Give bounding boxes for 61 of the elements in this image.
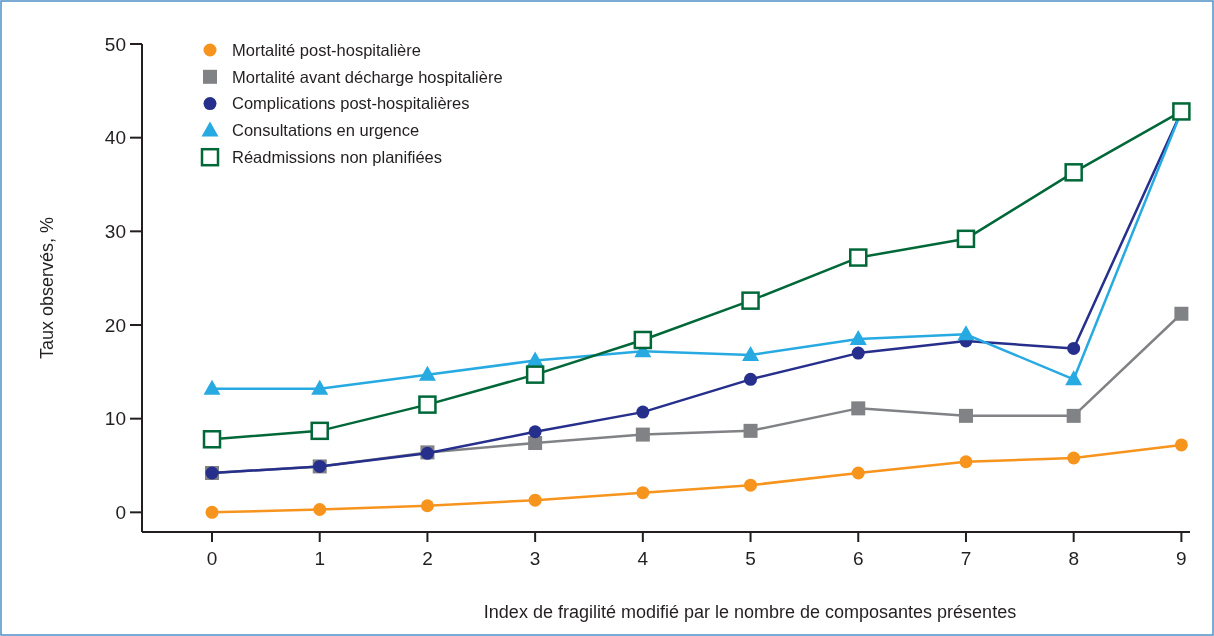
point — [851, 401, 866, 416]
legend-label: Réadmissions non planifiées — [232, 147, 443, 166]
point — [420, 499, 434, 513]
point — [528, 425, 542, 439]
point — [1174, 438, 1188, 452]
point — [311, 379, 329, 395]
point — [633, 330, 653, 350]
point — [851, 346, 865, 360]
point — [525, 365, 545, 384]
point — [849, 248, 868, 267]
point — [313, 503, 327, 517]
point — [1065, 370, 1083, 386]
point — [636, 405, 650, 419]
x-tick-label: 5 — [745, 548, 756, 569]
legend-label: Mortalité post-hospitalière — [232, 40, 421, 59]
point — [958, 408, 973, 423]
x-tick-label: 8 — [1068, 548, 1079, 569]
point — [744, 478, 758, 492]
legend-label: Mortalité avant décharge hospitalière — [232, 67, 503, 86]
point — [528, 493, 542, 507]
point — [202, 430, 222, 449]
point — [1067, 451, 1081, 465]
point — [418, 395, 437, 414]
point — [418, 365, 436, 381]
point — [310, 421, 329, 441]
point — [849, 330, 867, 346]
point — [959, 455, 973, 469]
x-tick-label: 1 — [314, 548, 326, 569]
point — [956, 229, 976, 249]
x-tick-label: 4 — [637, 548, 649, 569]
point — [957, 325, 975, 341]
point — [203, 379, 221, 395]
x-tick-label: 6 — [852, 548, 864, 569]
point — [1174, 306, 1189, 321]
x-tick-label: 3 — [529, 548, 541, 569]
x-axis-title: Index de fragilité modifié par le nombre de composantes présentes — [483, 602, 1017, 622]
x-tick-label: 2 — [422, 548, 433, 569]
point — [744, 372, 758, 386]
point — [1064, 163, 1083, 182]
point — [851, 466, 865, 480]
y-tick-label: 0 — [115, 501, 126, 523]
point — [1066, 408, 1081, 423]
y-tick-label: 30 — [104, 220, 126, 242]
x-tick-label: 9 — [1176, 548, 1187, 569]
point — [742, 345, 760, 361]
y-tick-label: 40 — [104, 127, 126, 149]
x-tick-label: 0 — [206, 548, 218, 569]
legend-label: Complications post-hospitalières — [232, 94, 470, 113]
x-tick-label: 7 — [960, 548, 972, 569]
y-tick-label: 20 — [104, 314, 126, 336]
point — [636, 486, 650, 500]
point — [528, 436, 543, 451]
point — [743, 423, 758, 438]
legend-label: Consultations en urgence — [232, 121, 420, 140]
point — [741, 291, 760, 310]
y-tick-label: 50 — [104, 33, 126, 55]
y-tick-label: 10 — [104, 408, 126, 430]
point — [1067, 341, 1081, 355]
point — [205, 505, 219, 519]
point — [635, 427, 650, 442]
y-axis-title: Taux observés, % — [37, 216, 57, 360]
